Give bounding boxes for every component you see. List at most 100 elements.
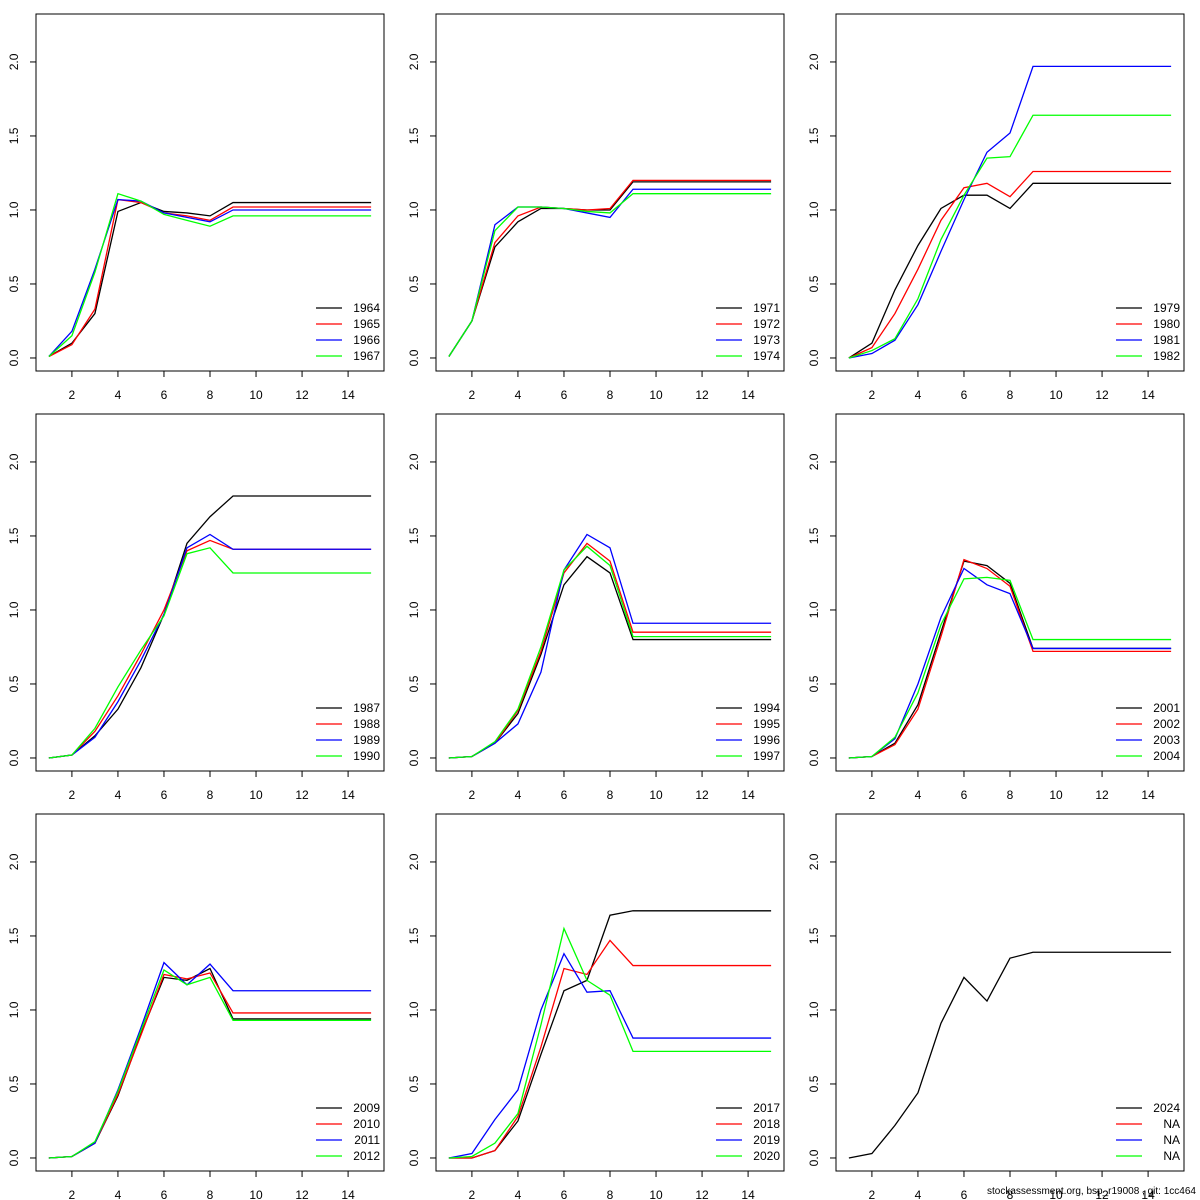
- x-tick-label: 8: [1007, 1188, 1014, 1200]
- series-line: [848, 114, 1172, 359]
- series-line: [448, 179, 772, 357]
- x-tick-label: 10: [649, 388, 663, 402]
- y-tick-label: 0.5: [7, 1075, 21, 1092]
- x-tick-label: 4: [915, 1188, 922, 1200]
- x-tick-label: 14: [1141, 788, 1155, 802]
- legend-label: 1981: [1153, 333, 1180, 347]
- series-line: [448, 555, 772, 759]
- y-tick-label: 0.5: [7, 275, 21, 292]
- series-line: [448, 533, 772, 759]
- legend-label: 2024: [1153, 1101, 1180, 1115]
- plot-frame: [835, 813, 1185, 1172]
- legend-label: 2009: [353, 1101, 380, 1115]
- y-tick-label: 0.5: [407, 675, 421, 692]
- legend-label: 2002: [1153, 717, 1180, 731]
- x-tick-label: 10: [249, 788, 263, 802]
- y-tick-label: 2.0: [807, 53, 821, 70]
- x-tick-label: 12: [695, 788, 709, 802]
- series-line: [48, 533, 372, 759]
- y-tick-label: 1.5: [407, 527, 421, 544]
- legend-label: 1987: [353, 701, 380, 715]
- series-line: [48, 961, 372, 1159]
- x-tick-label: 2: [469, 388, 476, 402]
- legend-label: 1996: [753, 733, 780, 747]
- series-line: [448, 193, 772, 357]
- y-tick-label: 1.5: [407, 927, 421, 944]
- x-tick-label: 8: [607, 388, 614, 402]
- x-tick-label: 2: [469, 1188, 476, 1200]
- legend-label: 1974: [753, 349, 780, 363]
- y-tick-label: 0.5: [807, 1075, 821, 1092]
- x-tick-label: 14: [1141, 388, 1155, 402]
- panel: 0.0 0.5 1.0 1.5 2.0 2 4 6 8 10 12 14 1994 1995 1996 199…: [407, 413, 785, 802]
- panel: 0.0 0.5 1.0 1.5 2.0 2 4 6 8 10 12 14 1971 1972 1973 197…: [407, 13, 785, 402]
- x-tick-label: 14: [741, 388, 755, 402]
- x-tick-label: 4: [515, 1188, 522, 1200]
- series-line: [448, 910, 772, 1159]
- x-tick-label: 2: [69, 788, 76, 802]
- x-tick-label: 4: [915, 788, 922, 802]
- x-tick-label: 6: [561, 388, 568, 402]
- plot-frame: [35, 413, 385, 772]
- series-line: [448, 952, 772, 1159]
- series-line: [448, 939, 772, 1159]
- legend-label: NA: [1163, 1149, 1180, 1163]
- legend-label: NA: [1163, 1117, 1180, 1131]
- legend-label: 2011: [354, 1133, 380, 1147]
- y-tick-label: 0.0: [807, 749, 821, 766]
- y-tick-label: 1.0: [407, 601, 421, 618]
- y-tick-label: 1.5: [807, 927, 821, 944]
- x-tick-label: 8: [207, 788, 214, 802]
- series-line: [848, 170, 1172, 359]
- y-tick-label: 0.5: [7, 675, 21, 692]
- legend-label: 1972: [753, 317, 780, 331]
- x-tick-label: 10: [1049, 788, 1063, 802]
- y-tick-label: 2.0: [407, 453, 421, 470]
- y-tick-label: 2.0: [407, 53, 421, 70]
- legend-label: 1988: [353, 717, 380, 731]
- y-tick-label: 0.5: [407, 1075, 421, 1092]
- x-tick-label: 10: [649, 788, 663, 802]
- x-tick-label: 6: [961, 1188, 968, 1200]
- y-tick-label: 2.0: [7, 53, 21, 70]
- legend-label: 2010: [353, 1117, 380, 1131]
- x-tick-label: 12: [295, 788, 309, 802]
- panel: 0.0 0.5 1.0 1.5 2.0 2 4 6 8 10 12 14 1964 1965 1966 196…: [7, 13, 385, 402]
- panel: 0.0 0.5 1.0 1.5 2.0 2 4 6 8 10 12 14 1979 1980 1981 198…: [807, 13, 1185, 402]
- y-tick-label: 2.0: [7, 853, 21, 870]
- y-tick-label: 1.5: [407, 127, 421, 144]
- x-tick-label: 8: [1007, 388, 1014, 402]
- x-tick-label: 4: [915, 388, 922, 402]
- y-tick-label: 1.5: [807, 127, 821, 144]
- legend-label: 2018: [753, 1117, 780, 1131]
- y-tick-label: 1.0: [7, 1001, 21, 1018]
- x-tick-label: 12: [695, 388, 709, 402]
- x-tick-label: 12: [695, 1188, 709, 1200]
- series-line: [48, 547, 372, 759]
- y-tick-label: 1.0: [7, 601, 21, 618]
- series-line: [448, 188, 772, 357]
- y-tick-label: 0.0: [807, 349, 821, 366]
- y-tick-label: 1.0: [807, 601, 821, 618]
- y-tick-label: 1.5: [7, 527, 21, 544]
- legend-label: 1973: [753, 333, 780, 347]
- y-tick-label: 0.0: [407, 349, 421, 366]
- y-tick-label: 1.0: [407, 201, 421, 218]
- legend-label: 1990: [353, 749, 380, 763]
- panel: 0.0 0.5 1.0 1.5 2.0 2 4 6 8 10 12 14 2001 2002 2003 200…: [807, 413, 1185, 802]
- plot-frame: [35, 813, 385, 1172]
- series-line: [48, 969, 372, 1159]
- y-tick-label: 0.5: [407, 275, 421, 292]
- y-tick-label: 1.0: [407, 1001, 421, 1018]
- x-tick-label: 12: [295, 1188, 309, 1200]
- series-line: [48, 192, 372, 357]
- legend-label: 1982: [1153, 349, 1180, 363]
- y-tick-label: 1.0: [807, 201, 821, 218]
- legend-label: 1979: [1153, 301, 1180, 315]
- x-tick-label: 10: [249, 1188, 263, 1200]
- x-tick-label: 10: [649, 1188, 663, 1200]
- legend-label: 1997: [753, 749, 780, 763]
- x-tick-label: 4: [115, 788, 122, 802]
- x-tick-label: 2: [869, 1188, 876, 1200]
- plot-frame: [435, 813, 785, 1172]
